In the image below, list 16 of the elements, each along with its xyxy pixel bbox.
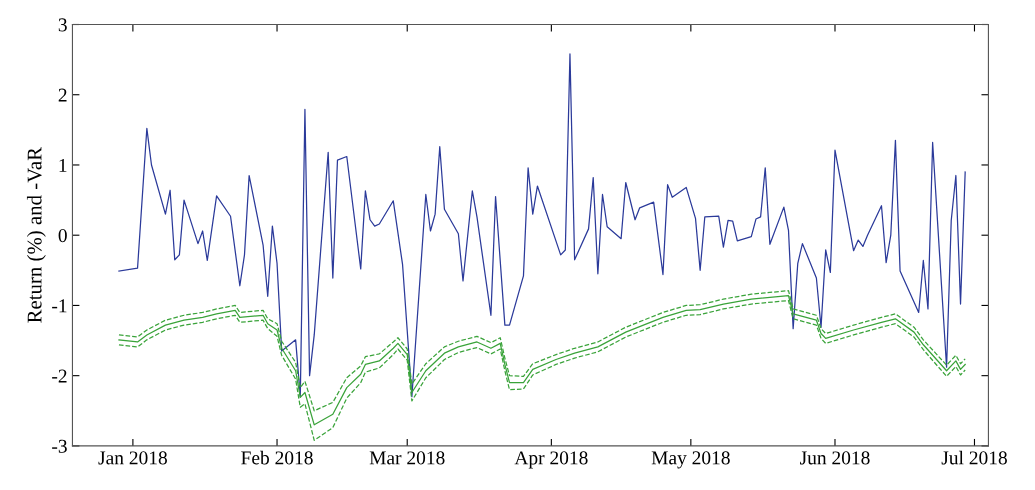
y-tick-label: -1 bbox=[52, 299, 67, 313]
y-tick-label: 2 bbox=[58, 88, 67, 102]
y-tick-label: -3 bbox=[52, 439, 67, 453]
y-tick-label: 3 bbox=[58, 18, 67, 32]
y-tick-label: -2 bbox=[52, 369, 67, 383]
line-series bbox=[118, 53, 966, 398]
x-tick-label: Apr 2018 bbox=[514, 451, 588, 469]
x-tick-label: Feb 2018 bbox=[241, 450, 313, 465]
x-tick-label: May 2018 bbox=[651, 451, 730, 469]
x-tick-label: Mar 2018 bbox=[369, 451, 445, 465]
y-tick-label: 0 bbox=[58, 229, 67, 243]
x-tick-label: Jun 2018 bbox=[800, 451, 870, 465]
y-tick-label: 1 bbox=[59, 158, 67, 172]
x-tick-label: Jul 2018 bbox=[941, 450, 1007, 465]
x-tick-label: Jan 2018 bbox=[98, 451, 167, 465]
y-axis-title: Return (%) and -VaR bbox=[26, 147, 46, 323]
